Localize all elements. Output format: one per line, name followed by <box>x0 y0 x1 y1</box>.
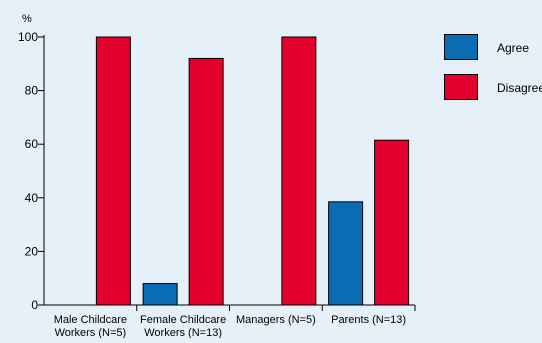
y-tick-label: 0 <box>31 298 38 312</box>
x-tick-label: Managers (N=5) <box>236 314 316 326</box>
bar-agree-3 <box>328 201 364 306</box>
x-tick-label: Workers (N=13) <box>144 327 222 338</box>
y-axis-unit-label: % <box>22 13 32 25</box>
legend-label-agree: Agree <box>497 41 530 55</box>
bar-agree-1 <box>142 283 178 306</box>
bar-disagree-2 <box>281 36 317 306</box>
x-tick-label: Workers (N=5) <box>55 327 127 338</box>
x-tick-label: Male Childcare <box>54 314 127 326</box>
bar-disagree-0 <box>95 36 131 306</box>
legend-swatch-agree <box>444 34 478 60</box>
legend-label-disagree: Disagree <box>497 81 542 95</box>
y-tick-label: 100 <box>18 30 38 44</box>
x-tick-label: Female Childcare <box>140 314 226 326</box>
y-tick-label: 20 <box>25 244 39 258</box>
bar-disagree-3 <box>374 139 410 306</box>
x-tick-label: Parents (N=13) <box>331 314 406 326</box>
y-tick-label: 40 <box>25 191 39 205</box>
bar-disagree-1 <box>188 57 224 306</box>
y-tick-label: 60 <box>25 137 39 151</box>
y-tick-label: 80 <box>25 84 39 98</box>
legend-swatch-disagree <box>444 74 478 100</box>
